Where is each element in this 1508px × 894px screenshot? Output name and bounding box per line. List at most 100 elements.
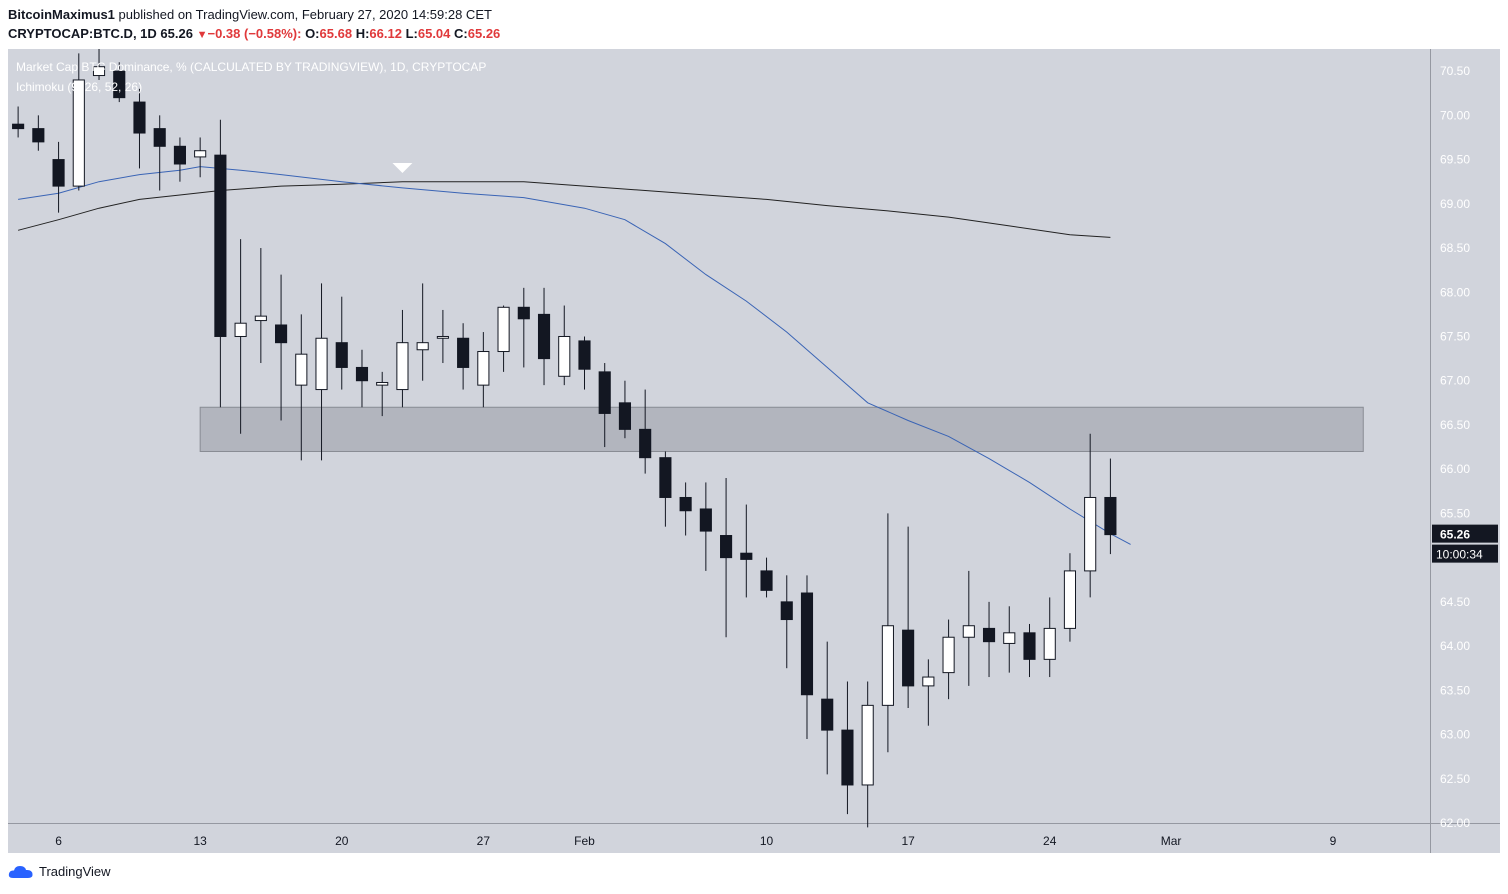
high-value: 66.12 — [369, 26, 402, 41]
x-tick-labels: 6 13 20 27 Feb 10 17 24 Mar 9 — [55, 834, 1336, 848]
candle-body — [113, 70, 126, 99]
y-tick-label: 70.00 — [1440, 108, 1470, 122]
chart-title: Market Cap BTC Dominance, % (CALCULATED … — [16, 60, 486, 74]
candle — [720, 478, 733, 638]
tradingview-footer[interactable]: TradingView — [8, 864, 111, 879]
candle-body — [52, 159, 65, 187]
candle — [457, 323, 470, 390]
candle-body — [780, 601, 793, 621]
candle-body — [679, 496, 692, 512]
low-value: 65.04 — [417, 26, 451, 41]
candle — [699, 482, 712, 571]
candle-body — [457, 337, 470, 368]
candle — [618, 380, 632, 439]
candle-body — [214, 154, 227, 337]
y-tick-label: 62.50 — [1440, 772, 1470, 786]
candle-body — [396, 342, 409, 391]
candle-body — [1063, 570, 1077, 629]
time-axis[interactable] — [8, 823, 1500, 853]
candle-body — [861, 704, 874, 786]
candle-body — [720, 535, 733, 559]
candle — [537, 287, 551, 386]
candle — [1063, 553, 1077, 642]
y-tick-label: 68.00 — [1440, 285, 1470, 299]
x-tick-label: 17 — [901, 834, 915, 848]
candle — [234, 239, 247, 434]
x-tick-label: 27 — [477, 834, 491, 848]
countdown-tag — [1432, 544, 1498, 563]
x-tick-label: 6 — [55, 834, 62, 848]
candle-body — [153, 128, 166, 147]
candle-body — [618, 402, 632, 430]
candle — [376, 371, 389, 417]
candle-body — [355, 366, 369, 382]
candle — [821, 641, 834, 775]
ichimoku-lines — [17, 166, 1131, 545]
candle — [133, 88, 146, 169]
candle — [659, 451, 672, 527]
candle-body — [699, 508, 712, 532]
candle — [315, 283, 328, 461]
candle — [861, 681, 874, 828]
candle — [841, 681, 854, 815]
x-tick-label: 13 — [193, 834, 207, 848]
candle-body — [881, 625, 894, 706]
low-label: L: — [405, 26, 418, 41]
candle-body — [1104, 496, 1117, 536]
candle — [1023, 623, 1036, 678]
candle — [517, 287, 530, 368]
ohlc-bar: CRYPTOCAP:BTC.D, 1D 65.26 ▼−0.38 (−0.58%… — [8, 26, 500, 41]
candle-body — [436, 335, 449, 339]
last-price-tag — [1432, 524, 1498, 543]
candle-body — [800, 592, 814, 696]
candle-body — [416, 342, 429, 351]
candle — [355, 349, 369, 408]
candle-body — [537, 313, 551, 360]
publish-text: published on TradingView.com, February 2… — [118, 7, 492, 22]
candle — [214, 119, 227, 408]
indicator-label: Ichimoku (9, 26, 52, 26) — [16, 80, 142, 94]
x-tick-label: 9 — [1330, 834, 1337, 848]
ichimoku-blue-line — [18, 166, 1131, 545]
candle — [1003, 606, 1016, 673]
y-tick-label: 69.00 — [1440, 197, 1470, 211]
y-tick-label: 68.50 — [1440, 241, 1470, 255]
candle — [982, 601, 996, 678]
candle — [578, 336, 591, 390]
down-triangle-icon: ▼ — [196, 29, 208, 41]
candle — [173, 137, 186, 182]
candle — [153, 115, 166, 191]
candle-body — [133, 101, 146, 134]
candle — [295, 314, 308, 461]
candle-body — [376, 381, 389, 386]
resistance-zone — [199, 406, 1364, 452]
candle — [800, 575, 814, 739]
zone-rect — [199, 406, 1364, 452]
author-name[interactable]: BitcoinMaximus1 — [8, 7, 115, 22]
y-tick-label: 64.50 — [1440, 595, 1470, 609]
price-tags: 65.26 10:00:34 — [1432, 524, 1498, 563]
candle — [639, 389, 652, 474]
price-chart[interactable]: 62.0062.5063.0063.5064.0064.5065.0065.50… — [0, 0, 1508, 860]
candle — [436, 309, 449, 364]
ichimoku-black-line — [17, 181, 1111, 238]
y-tick-label: 69.50 — [1440, 153, 1470, 167]
candle-body — [32, 128, 45, 143]
candle — [942, 619, 955, 700]
y-tick-label: 65.50 — [1440, 506, 1470, 520]
candle-body — [558, 335, 571, 377]
candle-body — [275, 324, 288, 344]
y-tick-label: 66.00 — [1440, 462, 1470, 476]
brand-name: TradingView — [39, 864, 111, 879]
candle-body — [517, 306, 530, 320]
close-label: C: — [454, 26, 468, 41]
candle — [32, 115, 45, 151]
candle-body — [659, 457, 672, 498]
candle-body — [315, 337, 328, 391]
last-price: 65.26 — [160, 26, 193, 41]
y-tick-label: 66.50 — [1440, 418, 1470, 432]
price-axis[interactable] — [1430, 49, 1500, 823]
candle — [477, 332, 490, 408]
candle-body — [1043, 627, 1056, 660]
candle-body — [821, 698, 834, 731]
